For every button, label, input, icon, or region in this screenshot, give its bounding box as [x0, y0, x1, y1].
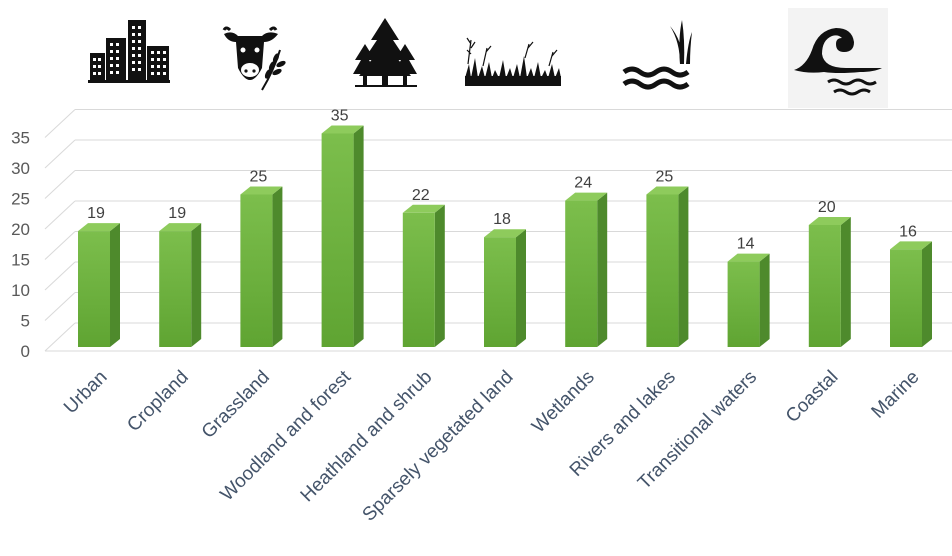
- bar-front: [402, 212, 435, 347]
- data-label: 25: [656, 169, 674, 186]
- bar-top: [78, 223, 120, 232]
- cow-and-wheat-icon: [222, 26, 286, 91]
- bars: [78, 125, 932, 347]
- grid-line-diagonal: [44, 139, 76, 169]
- y-tick-label: 15: [11, 251, 30, 270]
- bar-top: [240, 186, 283, 195]
- bar: [727, 253, 770, 347]
- y-tick-label: 5: [21, 312, 30, 331]
- x-tick-label: Wetlands: [528, 367, 599, 438]
- bar-top: [159, 223, 202, 232]
- bar-top: [484, 229, 526, 238]
- data-label: 25: [250, 169, 268, 186]
- x-tick-label: Heathland and shrub: [297, 367, 437, 507]
- bar: [484, 229, 526, 347]
- bar-front: [565, 200, 598, 347]
- grid-line-diagonal: [44, 170, 76, 199]
- y-tick-label: 0: [21, 342, 30, 361]
- y-tick-label: 30: [11, 159, 30, 178]
- bar: [565, 192, 608, 347]
- icon-row: [88, 8, 888, 108]
- bar-side: [272, 186, 283, 347]
- bar-top: [808, 217, 851, 225]
- y-tick-label: 10: [11, 281, 30, 300]
- data-label: 18: [493, 211, 511, 228]
- bar-top: [890, 241, 932, 250]
- bar-top: [321, 125, 364, 134]
- bar-front: [808, 225, 841, 347]
- bar-top: [727, 253, 770, 262]
- y-tick-label: 25: [11, 190, 30, 209]
- bar-front: [484, 237, 516, 347]
- bar-front: [78, 231, 110, 347]
- bar: [240, 186, 283, 347]
- bar-side: [678, 186, 689, 347]
- bar: [321, 125, 364, 347]
- data-label: 19: [87, 205, 105, 222]
- data-label: 14: [737, 236, 755, 253]
- grid-line-diagonal: [44, 231, 76, 260]
- bar-side: [110, 223, 120, 347]
- x-tick-label: Coastal: [782, 367, 842, 427]
- water-reeds-icon: [622, 20, 692, 90]
- x-tick-label: Grassland: [198, 367, 274, 443]
- bar: [808, 217, 851, 347]
- y-tick-label: 35: [11, 129, 30, 148]
- bar-side: [922, 241, 932, 347]
- bar: [402, 204, 445, 347]
- data-label: 35: [331, 108, 349, 125]
- ocean-wave-icon: [788, 8, 888, 108]
- bar-front: [890, 249, 922, 347]
- grass-shrub-icon: [465, 37, 561, 86]
- bar-top: [646, 186, 689, 195]
- bar-front: [159, 231, 192, 347]
- bar: [890, 241, 932, 347]
- bar-side: [353, 125, 364, 347]
- bar: [646, 186, 689, 347]
- grid-line-diagonal: [44, 292, 76, 321]
- pine-trees-icon: [353, 18, 417, 87]
- grid-line-diagonal: [44, 261, 76, 291]
- bar-side: [434, 204, 445, 347]
- data-label: 24: [574, 175, 592, 192]
- x-tick-label: Sparsely vegetated land: [359, 367, 518, 526]
- bar-side: [759, 253, 770, 347]
- bar-side: [516, 229, 526, 347]
- data-label: 20: [818, 199, 836, 216]
- bar-side: [840, 217, 851, 347]
- bar-side: [597, 192, 608, 347]
- data-labels: 19 19 25 35 22 18 24 25 14 20 16: [87, 108, 917, 253]
- x-tick-label: Urban: [60, 367, 111, 418]
- bar: [78, 223, 120, 347]
- bar-front: [240, 194, 273, 347]
- city-buildings-icon: [88, 20, 170, 83]
- y-tick-label: 20: [11, 220, 30, 239]
- data-label: 19: [168, 205, 186, 222]
- bar-side: [191, 223, 202, 347]
- bar-front: [727, 261, 760, 347]
- grid-line-diagonal: [44, 322, 76, 352]
- y-axis: 0 5 10 15 20 25 30 35: [11, 129, 30, 362]
- grid-line-diagonal: [44, 109, 76, 138]
- grid-line-diagonal: [44, 200, 76, 230]
- bar-top: [565, 192, 608, 201]
- bar-top: [402, 204, 445, 213]
- x-tick-label: Marine: [868, 367, 924, 423]
- x-tick-label: Cropland: [123, 367, 192, 436]
- data-label: 22: [412, 187, 430, 204]
- bar: [159, 223, 202, 347]
- data-label: 16: [899, 223, 917, 240]
- bar-front: [646, 194, 679, 347]
- bar-front: [321, 133, 354, 347]
